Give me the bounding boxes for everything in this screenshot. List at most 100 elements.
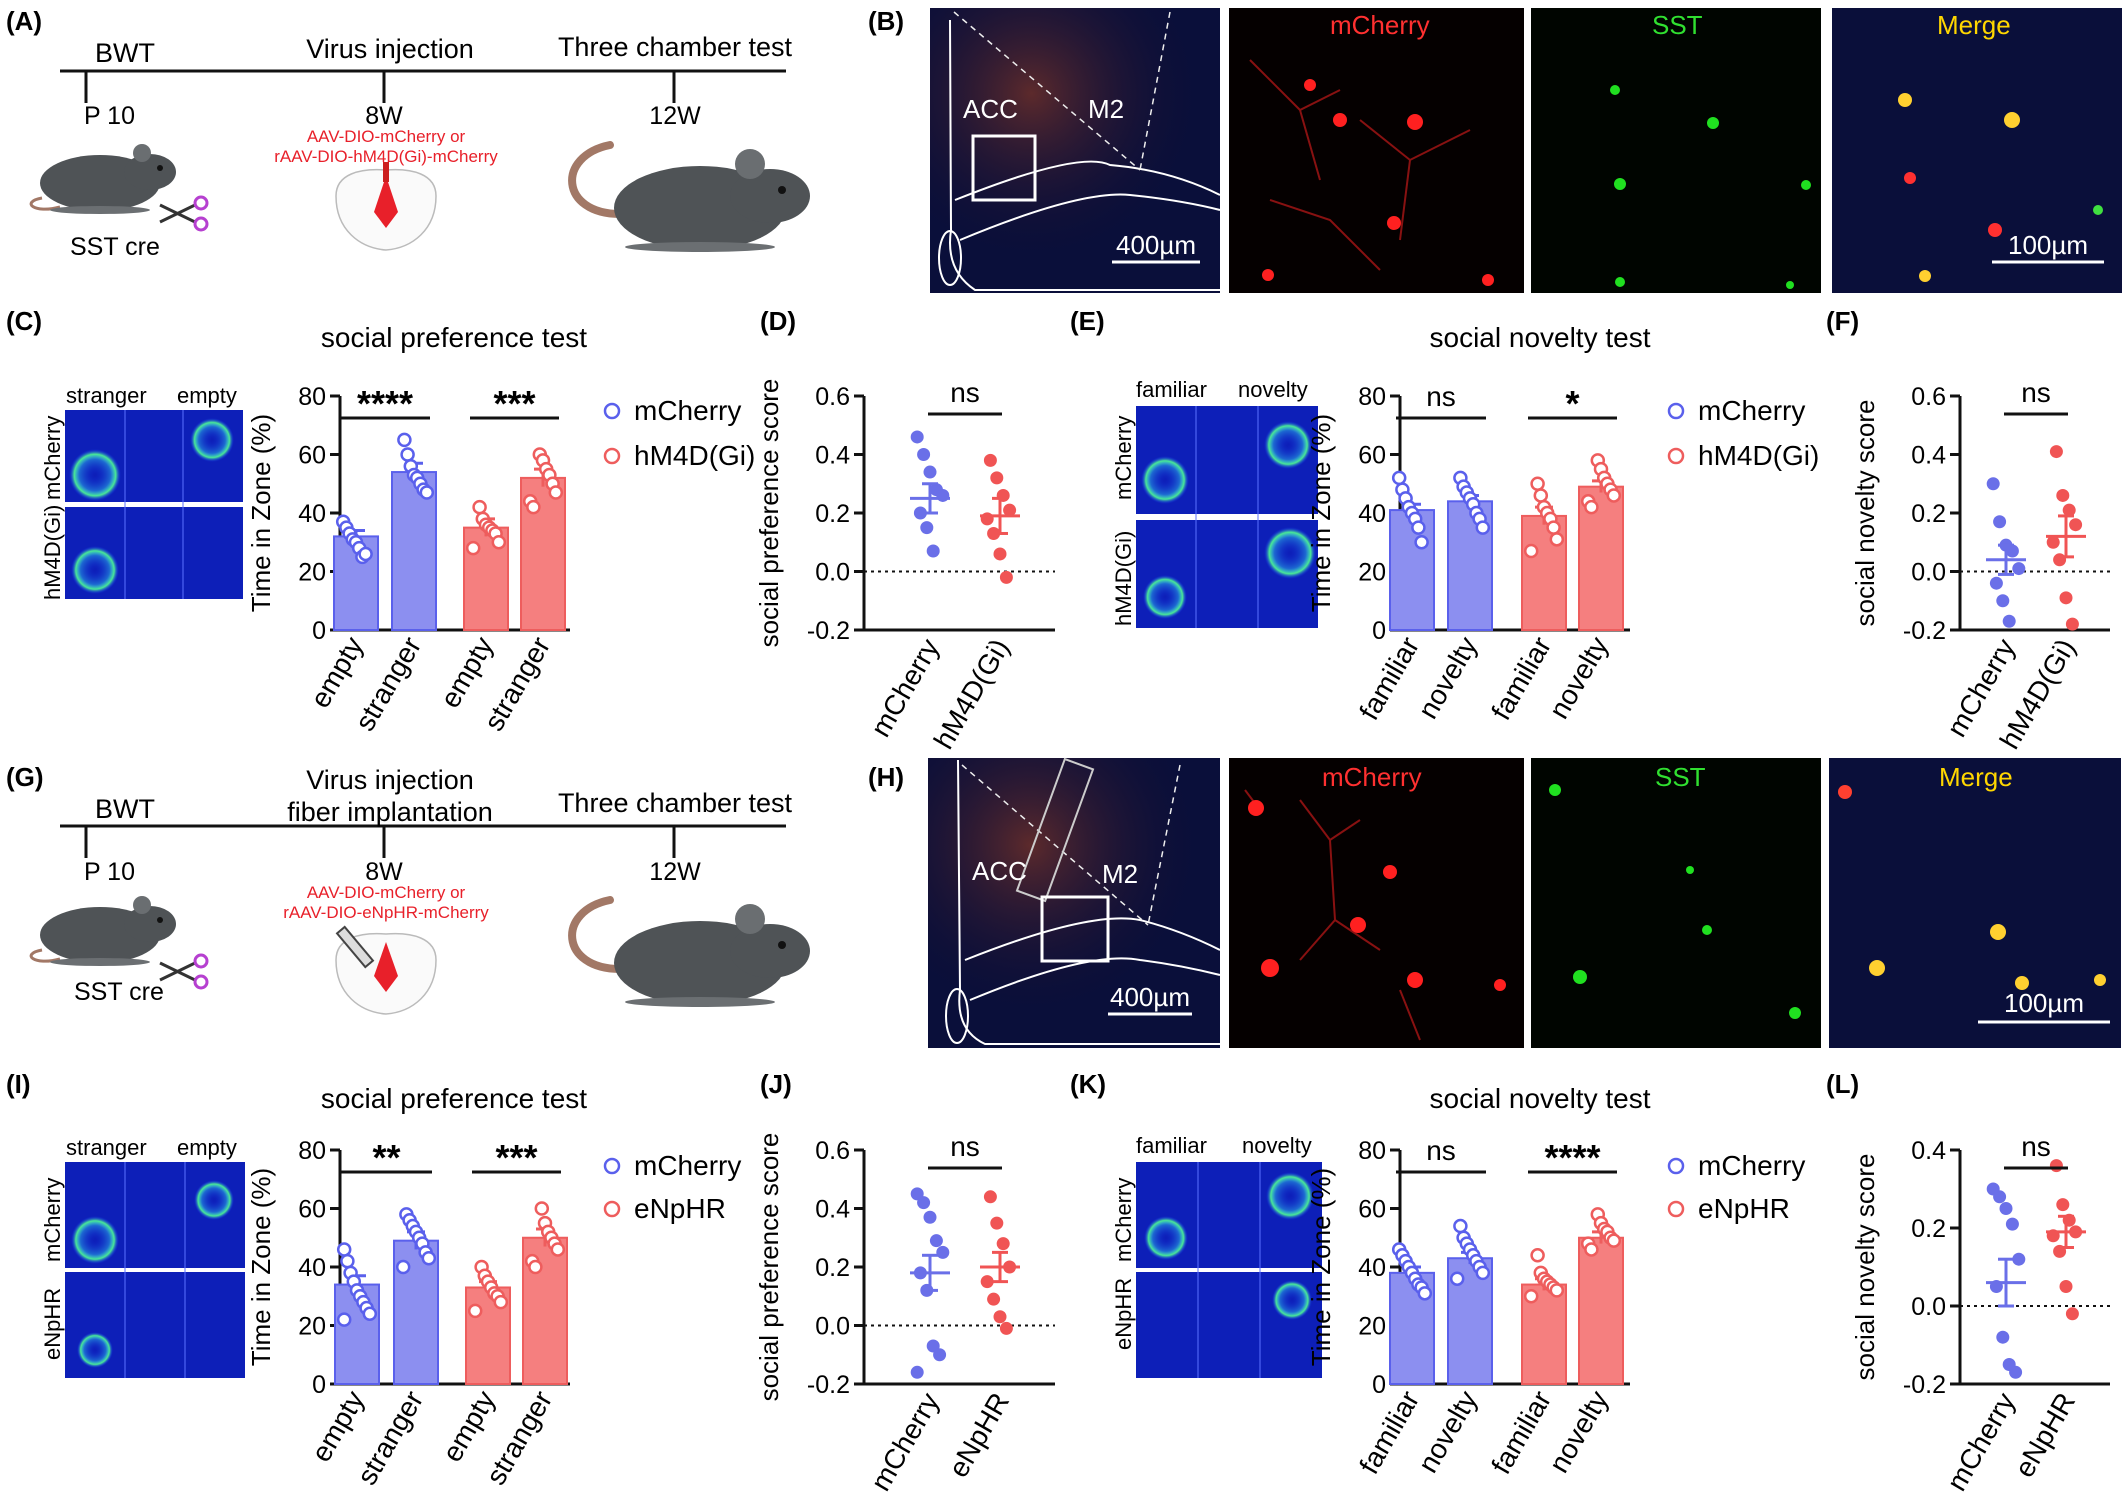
y-tick-label: 80: [1358, 1137, 1386, 1165]
data-point: [528, 1259, 543, 1275]
chart-l: -0.2 0.0 0.2 0.4 social novelty score mCherry…: [1850, 1131, 2110, 1494]
data-point: [983, 1190, 997, 1204]
data-point: [996, 1237, 1010, 1251]
heatmap-c: stranger empty mCherry hM4D(Gi): [40, 383, 243, 600]
data-point: [1584, 499, 1599, 515]
heatmap-zone-right: empty: [177, 383, 237, 408]
timepoint-p10: P 10: [84, 858, 135, 886]
y-tick-label: 0.6: [815, 383, 850, 411]
data-point: [1391, 470, 1407, 486]
heatmap-row-label: hM4D(Gi): [1111, 531, 1136, 626]
legend-marker: [1667, 447, 1685, 465]
heatmap-zone-right: novelty: [1242, 1133, 1312, 1158]
panel-h: (H) ACC M2 400µm mCherry: [868, 757, 2121, 1048]
data-point: [2065, 1307, 2079, 1321]
y-tick-label: 20: [298, 1313, 326, 1341]
adult-mouse-illustration: [568, 141, 810, 252]
y-tick-label: 0.2: [1911, 1215, 1946, 1243]
y-tick-label: 0.0: [815, 559, 850, 587]
significance-label: ns: [2021, 1131, 2051, 1162]
legend-label: eNpHR: [634, 1193, 726, 1224]
scissors-icon: [159, 953, 209, 990]
x-tick-label: mCherry: [865, 1388, 946, 1494]
timepoint-12w: 12W: [649, 858, 701, 886]
data-point: [1606, 488, 1622, 503]
region-of-interest-box: [971, 134, 1037, 202]
legend-marker: [1667, 1157, 1685, 1175]
legend-label: mCherry: [1698, 395, 1805, 426]
data-point: [920, 521, 934, 535]
sst-micrograph: SST: [1531, 758, 1821, 1048]
panel-label-j: (J): [760, 1069, 792, 1099]
x-tick-label: mCherry: [865, 634, 946, 742]
y-tick-label: 80: [1358, 383, 1386, 411]
data-point: [980, 1275, 994, 1289]
data-point: [936, 488, 950, 502]
y-tick-label: 0.4: [1911, 1137, 1946, 1165]
overview-micrograph: ACC M2 400µm: [930, 8, 1221, 293]
timepoint-8w: 8W: [365, 858, 403, 886]
x-tick-label: novelty: [1412, 632, 1483, 724]
significance-label: ***: [495, 1137, 537, 1178]
panel-label-e: (E): [1070, 306, 1105, 336]
scissors-icon: [159, 195, 209, 232]
data-point: [1989, 576, 2003, 590]
y-tick-label: 0.0: [1911, 1293, 1946, 1321]
virus-construct-2: rAAV-DIO-hM4D(Gi)-mCherry: [274, 147, 498, 166]
y-tick-label: 0.2: [815, 500, 850, 528]
y-axis-label: social novelty score: [1850, 1154, 1880, 1381]
chart-k: social novelty test 0 20 40 60 80 Time in Zone…: [1306, 1083, 1805, 1479]
data-point: [2046, 535, 2060, 549]
heatmap-row-label: mCherry: [1111, 416, 1136, 500]
data-point: [1606, 1233, 1622, 1248]
data-point: [999, 1321, 1013, 1335]
significance-label: ns: [1426, 1135, 1456, 1166]
timepoint-p10: P 10: [84, 102, 135, 130]
y-tick-label: 20: [298, 559, 326, 587]
data-point: [1417, 1286, 1433, 1301]
stage-bwt: BWT: [95, 794, 155, 824]
data-point: [1549, 532, 1565, 547]
stage-virus-injection: Virus injection: [306, 34, 474, 64]
data-point: [534, 1201, 550, 1216]
heatmap-zone-left: familiar: [1136, 1133, 1207, 1158]
x-tick-label: novelty: [1412, 1386, 1483, 1478]
significance-label: **: [372, 1137, 400, 1178]
scale-label: 400µm: [1110, 982, 1190, 1012]
data-point: [1414, 535, 1429, 550]
y-tick-label: 0: [312, 1371, 326, 1399]
chart-i: social preference test 0 20 40 60 80 Time in Z…: [246, 1083, 741, 1490]
significance-label: ns: [950, 377, 980, 408]
merge-micrograph: Merge 100µm: [1832, 8, 2122, 293]
data-point: [1449, 1271, 1465, 1286]
y-axis-label: Time in Zone (%): [1306, 1168, 1336, 1366]
significance-label: ns: [1426, 381, 1456, 412]
legend-marker: [603, 402, 621, 420]
significance-label: ns: [2021, 377, 2051, 408]
data-point: [491, 535, 507, 550]
data-point: [1993, 515, 2007, 529]
virus-construct-2: rAAV-DIO-eNpHR-mCherry: [283, 903, 489, 922]
data-point: [917, 448, 931, 461]
y-tick-label: 40: [298, 1254, 326, 1282]
legend-label: hM4D(Gi): [634, 440, 755, 471]
y-tick-label: 20: [1358, 1313, 1386, 1341]
data-point: [1549, 1283, 1565, 1298]
panel-label-h: (H): [868, 762, 904, 792]
data-point: [910, 1365, 924, 1379]
data-point: [2002, 614, 2016, 628]
y-tick-label: 0.4: [815, 442, 850, 470]
data-point: [2012, 1252, 2026, 1266]
chart-j: -0.2 0.0 0.2 0.4 0.6 social preference score m…: [754, 1131, 1055, 1494]
data-point: [917, 1196, 931, 1210]
legend-label: hM4D(Gi): [1698, 440, 1819, 471]
x-tick-label: eNpHR: [2008, 1388, 2081, 1483]
legend-label: mCherry: [634, 1150, 741, 1181]
data-point: [993, 547, 1007, 561]
data-point: [1584, 1242, 1599, 1257]
mouse-strain-label: SST cre: [74, 978, 164, 1006]
stage-three-chamber: Three chamber test: [558, 788, 793, 818]
scale-label: 400µm: [1116, 230, 1196, 260]
panel-g: (G) BWT P 10 Virus injection fiber impla…: [6, 762, 810, 1015]
